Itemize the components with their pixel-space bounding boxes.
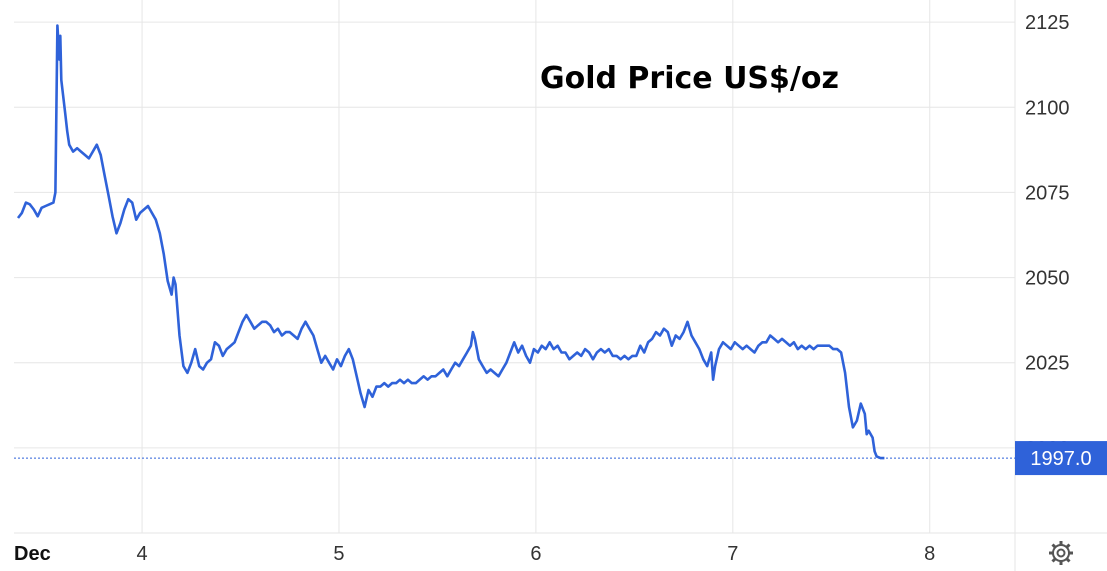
x-tick-label: 4 — [136, 543, 147, 565]
y-tick-label: 2100 — [1025, 97, 1070, 119]
x-tick-label: 7 — [727, 543, 738, 565]
y-tick-label: 2050 — [1025, 268, 1070, 290]
price-label-group: 1997.0 — [1015, 441, 1107, 476]
settings-gear-icon[interactable] — [1049, 541, 1073, 565]
x-tick-label: Dec — [14, 543, 51, 565]
chart-title: Gold Price US$/oz — [540, 61, 839, 96]
y-tick-label: 2025 — [1025, 353, 1070, 375]
x-tick-label: 6 — [530, 543, 541, 565]
price-series-line — [16, 24, 885, 460]
y-tick-label: 2075 — [1025, 182, 1070, 204]
y-tick-label: 2125 — [1025, 12, 1070, 34]
series — [14, 24, 1015, 460]
last-price-badge — [1015, 441, 1107, 476]
grid — [14, 0, 1107, 571]
x-tick-label: 5 — [333, 543, 344, 565]
x-tick-label: 8 — [924, 543, 935, 565]
last-price-text: 1997.0 — [1030, 448, 1091, 470]
